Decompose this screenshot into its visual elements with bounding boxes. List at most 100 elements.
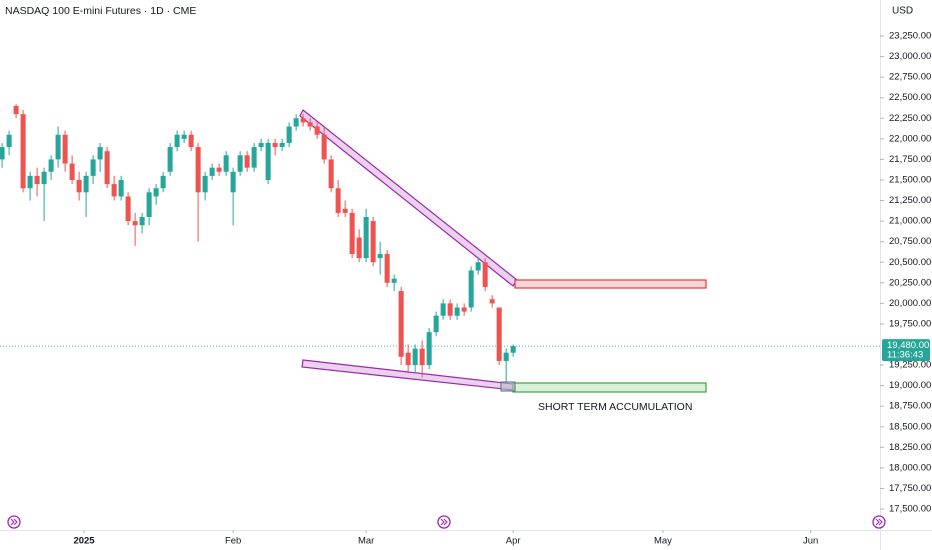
icon[interactable] <box>7 515 21 529</box>
candle-body <box>27 175 33 189</box>
candle-body <box>405 352 411 366</box>
candle-body <box>433 315 439 333</box>
y-tick-label: 18,000.00 <box>889 462 931 473</box>
upper-trend-channel <box>299 109 518 287</box>
candle-body <box>62 134 68 164</box>
candle-body <box>41 171 47 185</box>
candle-body <box>181 134 187 139</box>
candle-body <box>412 348 418 366</box>
candle-body <box>272 142 278 148</box>
zone-anchor <box>500 381 516 392</box>
currency: USD <box>892 6 913 17</box>
y-tick-label: 21,250.00 <box>889 195 931 206</box>
resistance-zone <box>514 279 707 289</box>
y-tick-label: 17,750.00 <box>889 483 931 494</box>
candle-body <box>461 307 467 312</box>
candle-body <box>202 175 208 193</box>
candle-body <box>335 188 341 213</box>
candle-body <box>377 254 383 259</box>
candle-body <box>391 278 397 283</box>
icon[interactable] <box>437 515 451 529</box>
candle-body <box>265 142 271 180</box>
y-tick-label: 22,750.00 <box>889 72 931 83</box>
candle-body <box>398 291 404 357</box>
candle-body <box>97 147 103 160</box>
candle-body <box>111 184 117 197</box>
candles <box>0 104 516 382</box>
candle-body <box>314 126 320 135</box>
candle-body <box>209 167 215 176</box>
candle-body <box>160 175 166 189</box>
icon[interactable] <box>872 515 886 529</box>
candle-body <box>510 346 516 353</box>
annotation: SHORT TERM ACCUMULATION <box>538 401 692 413</box>
candle-body <box>90 159 96 176</box>
candle-body <box>132 221 138 226</box>
y-tick-label: 17,500.00 <box>889 504 931 515</box>
y-tick-label: 22,500.00 <box>889 92 931 103</box>
x-tick-label: 2025 <box>73 536 95 547</box>
candle-body <box>34 175 40 185</box>
y-tick-label: 23,250.00 <box>889 31 931 42</box>
last-price-label: 19,480.00 <box>887 340 929 351</box>
candle-body <box>447 303 453 316</box>
accumulation-zone <box>512 382 707 393</box>
candle-body <box>503 352 509 361</box>
candle-body <box>384 254 390 283</box>
candle-body <box>244 155 250 168</box>
candle-body <box>118 179 124 197</box>
candle-body <box>426 332 432 366</box>
candle-body <box>475 262 481 271</box>
y-tick-label: 23,000.00 <box>889 51 931 62</box>
candle-body <box>153 188 159 197</box>
last-price-box <box>882 339 930 362</box>
candle-body <box>6 134 12 148</box>
candle-body <box>251 147 257 168</box>
y-tick-label: 22,000.00 <box>889 133 931 144</box>
candle-body <box>321 134 327 160</box>
candle-body <box>496 307 502 361</box>
candle-body <box>20 114 26 189</box>
y-tick-label: 18,500.00 <box>889 421 931 432</box>
candle-body <box>279 142 285 148</box>
candle-body <box>0 147 5 160</box>
y-tick-label: 18,750.00 <box>889 401 931 412</box>
candle-body <box>440 303 446 316</box>
candle-body <box>482 262 488 287</box>
candle-body <box>328 159 334 189</box>
candle-body <box>174 134 180 148</box>
candle-body <box>167 147 173 172</box>
y-tick-label: 19,000.00 <box>889 380 931 391</box>
candle-body <box>48 159 54 172</box>
candle-body <box>307 122 313 127</box>
candle-body <box>188 134 194 148</box>
x-tick-label: May <box>654 536 672 547</box>
candle-body <box>419 348 425 366</box>
candle-body <box>83 175 89 193</box>
candle-body <box>69 163 75 180</box>
candle-body <box>286 126 292 143</box>
y-tick-label: 20,750.00 <box>889 236 931 247</box>
candle-body <box>195 147 201 193</box>
candle-body <box>223 155 229 172</box>
candle-body <box>237 155 243 172</box>
x-tick-label: Apr <box>506 536 521 547</box>
x-tick-label: Feb <box>225 536 241 547</box>
y-tick-label: 22,250.00 <box>889 113 931 124</box>
x-tick-label: Jun <box>803 536 818 547</box>
candle-body <box>125 196 131 222</box>
candle-body <box>230 171 236 193</box>
chart-title: NASDAQ 100 E-mini Futures · 1D · CME <box>5 5 196 17</box>
y-tick-label: 20,500.00 <box>889 257 931 268</box>
candle-body <box>489 299 495 304</box>
y-tick-label: 21,000.00 <box>889 216 931 227</box>
candle-body <box>454 307 460 316</box>
y-tick-label: 18,250.00 <box>889 442 931 453</box>
y-tick-label: 21,500.00 <box>889 175 931 186</box>
y-tick-label: 19,750.00 <box>889 318 931 329</box>
candle-body <box>55 134 61 160</box>
y-tick-label: 20,250.00 <box>889 277 931 288</box>
candle-body <box>146 192 152 218</box>
